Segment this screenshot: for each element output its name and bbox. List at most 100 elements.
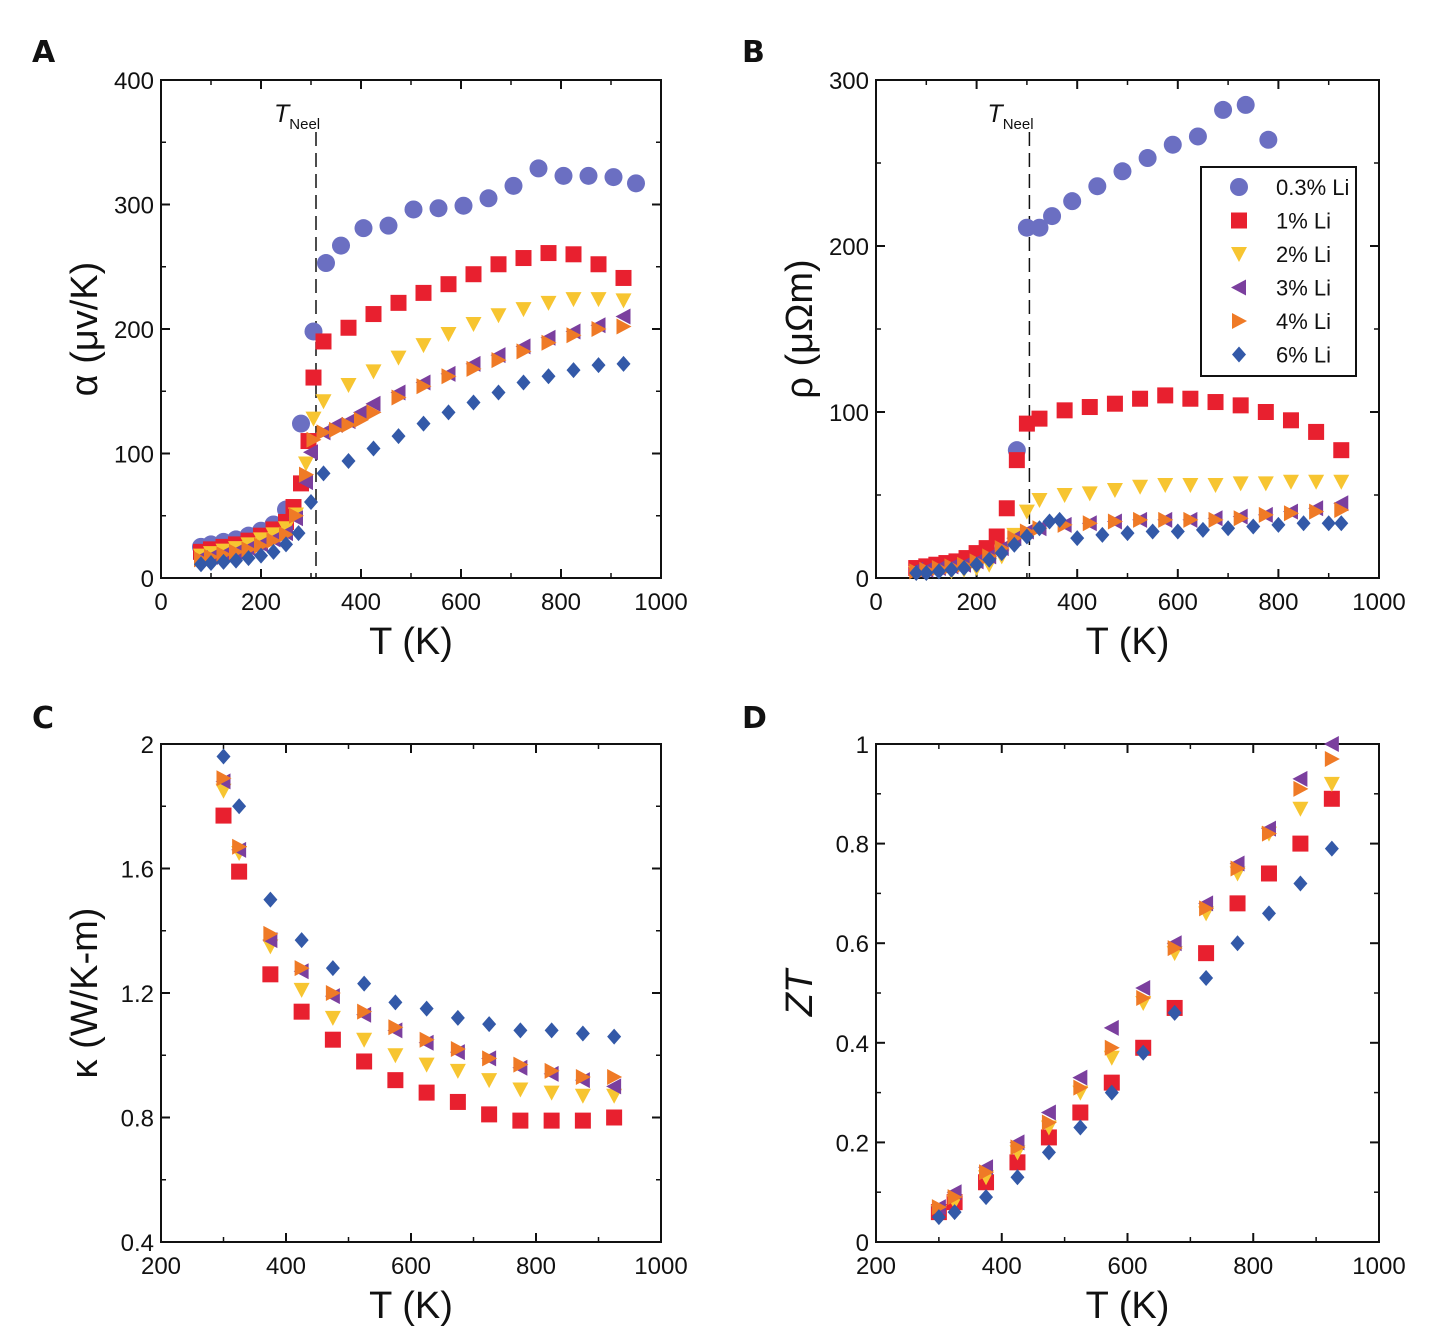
data-point [293, 982, 310, 998]
y-tick-label: 0.6 [836, 931, 869, 958]
y-tick-label: 0.4 [836, 1031, 869, 1058]
data-point [216, 770, 232, 787]
data-point [1157, 478, 1174, 494]
data-point [1040, 1104, 1056, 1121]
data-point [491, 384, 506, 401]
x-tick-label: 800 [1233, 1253, 1273, 1280]
data-point [449, 1063, 466, 1079]
y-tick-label: 0 [856, 1230, 869, 1257]
data-point [543, 1085, 560, 1101]
data-point [482, 1016, 497, 1033]
data-point [1258, 506, 1274, 523]
data-point [294, 932, 309, 949]
neel-label: TNeel [987, 100, 1033, 133]
data-point [1324, 750, 1340, 767]
y-tick-label: 1 [856, 732, 869, 759]
data-point [1031, 410, 1048, 427]
neel-label-t: T [987, 100, 1004, 128]
data-point [1031, 492, 1048, 508]
data-point [304, 494, 318, 511]
data-point [1282, 412, 1299, 429]
data-point [415, 338, 432, 354]
data-point [1271, 516, 1286, 533]
data-point [1293, 875, 1308, 892]
data-point [1009, 1154, 1026, 1171]
data-point [298, 456, 314, 472]
data-point [1135, 980, 1151, 997]
data-point [1103, 1050, 1120, 1066]
data-point [329, 421, 344, 438]
data-point [1106, 395, 1123, 412]
x-tick-label: 0 [869, 589, 882, 616]
data-point [482, 1050, 498, 1067]
data-point [969, 556, 984, 573]
data-point [575, 1069, 591, 1086]
data-point [1056, 488, 1073, 503]
y-tick-label: 0 [141, 566, 154, 593]
data-point [1103, 1019, 1119, 1036]
y-tick-label: 0.8 [121, 1106, 154, 1133]
panel-c-chart: 200 400 600 800 1000 0.4 0.8 1.2 1.6 2 T (K) κ (W/K… [64, 732, 688, 1327]
data-point [1334, 515, 1349, 532]
x-tick-label: 400 [982, 1253, 1022, 1280]
data-point [357, 1003, 373, 1020]
y-axis-title: κ (W/K-m) [64, 908, 106, 1079]
data-point [590, 292, 607, 308]
data-point [1333, 442, 1350, 459]
neel-label-subscript: Neel [289, 116, 320, 133]
data-point [356, 1032, 373, 1048]
data-point [253, 532, 269, 548]
y-tick-label: 300 [829, 68, 869, 95]
data-point [1282, 474, 1299, 490]
data-point [988, 528, 1005, 545]
data-point [615, 308, 631, 325]
series-4-li [931, 750, 1340, 1216]
data-point [325, 985, 341, 1001]
legend-marker [1230, 178, 1248, 196]
data-point [241, 541, 257, 558]
data-point [324, 1010, 341, 1026]
data-point [1230, 935, 1245, 952]
data-point [565, 292, 582, 308]
data-point [1182, 390, 1199, 407]
data-point [390, 350, 407, 366]
data-point [1081, 399, 1098, 416]
data-point [1018, 504, 1035, 520]
data-point [1214, 100, 1233, 119]
y-tick-label: 0.8 [836, 832, 869, 859]
data-point [1041, 1114, 1057, 1131]
data-point [291, 525, 306, 542]
data-point [1157, 387, 1174, 404]
panel-letter-b: B [742, 35, 765, 70]
data-point [454, 196, 473, 215]
data-point [292, 414, 310, 433]
data-point [324, 1031, 341, 1048]
legend-box [1200, 166, 1357, 377]
data-point [365, 306, 382, 323]
data-point [1030, 218, 1049, 237]
data-point [590, 256, 607, 273]
data-point [1308, 474, 1325, 490]
data-point [1120, 525, 1135, 542]
data-point [1292, 770, 1308, 787]
data-point [979, 1164, 995, 1181]
y-tick-label: 2 [141, 732, 154, 759]
data-point [317, 254, 335, 273]
data-point [481, 1106, 498, 1123]
data-point [1167, 940, 1183, 957]
data-point [466, 360, 482, 377]
data-point [465, 317, 482, 333]
data-point [909, 565, 924, 582]
x-tick-label: 800 [516, 1253, 556, 1280]
data-point [1136, 989, 1152, 1006]
data-point [615, 293, 632, 309]
data-point [1104, 1039, 1120, 1056]
y-tick-label: 200 [114, 317, 154, 344]
data-point [1018, 415, 1035, 432]
data-point [554, 166, 573, 185]
data-point [994, 545, 1009, 562]
panel-letter-d: D [742, 701, 767, 736]
x-tick-label: 200 [141, 1253, 181, 1280]
data-point [1296, 515, 1311, 532]
